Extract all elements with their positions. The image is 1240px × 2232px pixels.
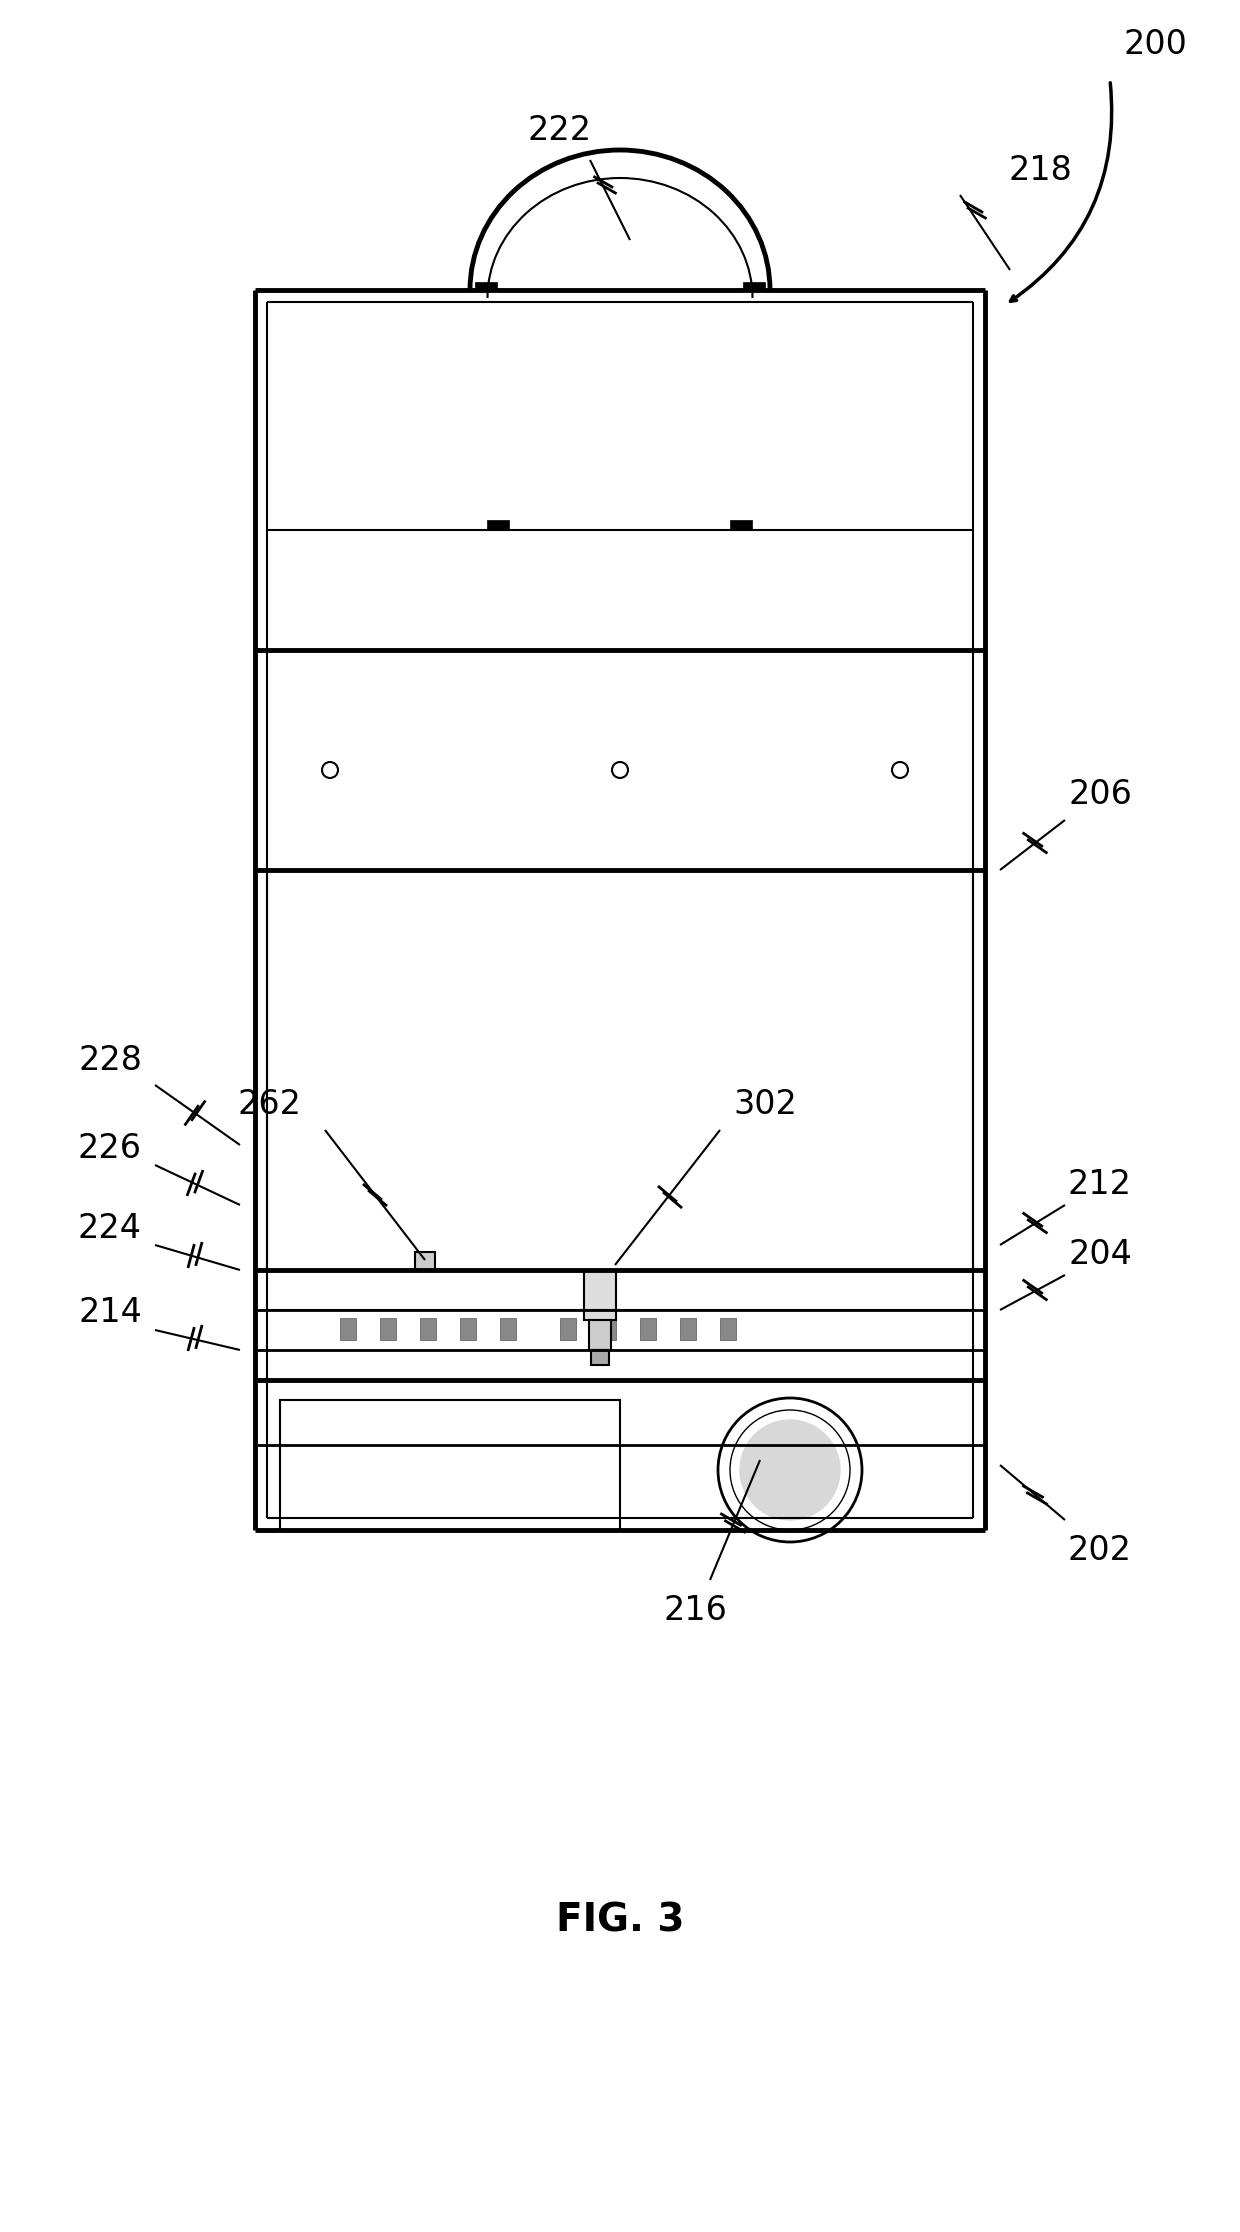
Bar — [589, 1319, 611, 1350]
Bar — [420, 1319, 436, 1339]
Text: 302: 302 — [733, 1089, 797, 1120]
Text: 202: 202 — [1068, 1533, 1132, 1567]
Bar — [584, 1270, 616, 1319]
Circle shape — [740, 1420, 839, 1520]
Bar — [730, 520, 751, 529]
Text: FIG. 3: FIG. 3 — [556, 1902, 684, 1940]
Bar — [680, 1319, 696, 1339]
Bar — [560, 1319, 577, 1339]
Bar — [280, 1399, 620, 1529]
Text: 206: 206 — [1068, 779, 1132, 812]
Bar — [487, 520, 508, 529]
Text: 200: 200 — [1123, 29, 1187, 62]
Text: 216: 216 — [663, 1594, 727, 1627]
Bar — [340, 1319, 356, 1339]
Text: 204: 204 — [1068, 1239, 1132, 1272]
Text: 214: 214 — [78, 1295, 141, 1328]
Text: 228: 228 — [78, 1045, 141, 1076]
Bar — [600, 1319, 616, 1339]
Bar — [379, 1319, 396, 1339]
Text: 226: 226 — [78, 1132, 143, 1165]
Bar — [743, 281, 765, 290]
Text: 262: 262 — [238, 1089, 303, 1120]
Bar — [415, 1252, 435, 1270]
Bar — [591, 1350, 609, 1366]
Text: 222: 222 — [528, 114, 591, 147]
Bar — [460, 1319, 476, 1339]
Text: 224: 224 — [78, 1212, 143, 1245]
Bar — [720, 1319, 737, 1339]
Bar — [640, 1319, 656, 1339]
Bar — [500, 1319, 516, 1339]
Bar — [475, 281, 497, 290]
Text: 218: 218 — [1008, 154, 1071, 187]
Text: 212: 212 — [1068, 1170, 1132, 1201]
